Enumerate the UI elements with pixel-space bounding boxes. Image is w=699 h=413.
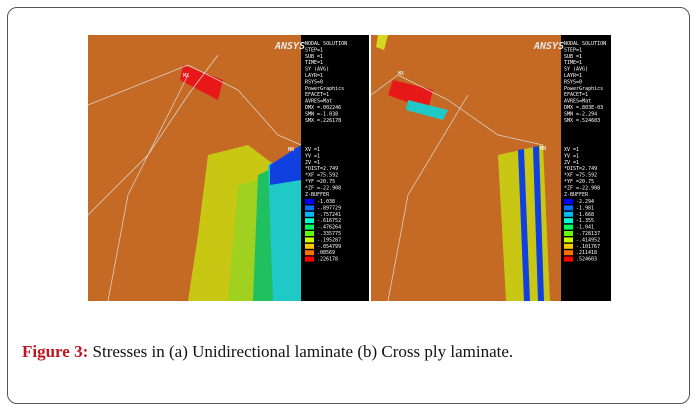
info-line: SY (AVG) <box>305 67 329 73</box>
legend-value: -.476264 <box>317 225 341 231</box>
info-line: SMN =-1.038 <box>305 111 338 117</box>
legend-swatch <box>564 237 573 242</box>
legend-swatch <box>564 212 573 217</box>
legend-value: -2.294 <box>576 199 594 205</box>
legend-value: .08569 <box>317 250 335 256</box>
legend-value: -.054799 <box>317 244 341 250</box>
legend-value: -.195287 <box>317 237 341 243</box>
legend-swatch <box>305 244 314 249</box>
legend-swatch <box>564 205 573 210</box>
legend-value: -.101767 <box>576 244 600 250</box>
view-line: *XF =75.592 <box>564 173 597 179</box>
legend-swatch <box>564 250 573 255</box>
legend-swatch <box>564 199 573 204</box>
legend-value: -.616752 <box>317 218 341 224</box>
max-label: MX <box>183 73 189 79</box>
info-line: EFACET=1 <box>564 92 588 98</box>
info-line: SUB =1 <box>305 54 323 60</box>
legend-swatch <box>305 257 314 262</box>
info-line: SY (AVG) <box>564 67 588 73</box>
caption-text: Stresses in (a) Unidirectional laminate … <box>93 342 514 361</box>
legend-value: -1.355 <box>576 218 594 224</box>
legend-swatch <box>305 218 314 223</box>
info-line: SUB =1 <box>564 54 582 60</box>
info-line: PowerGraphics <box>305 86 344 92</box>
info-line: AVRES=Mat <box>305 99 332 105</box>
info-line: SMX =.226178 <box>305 118 341 124</box>
ansys-logo: ANSYS <box>274 41 305 52</box>
min-label: MN <box>540 146 546 152</box>
info-line: LAYR=1 <box>305 73 323 79</box>
min-label: MN <box>288 147 294 153</box>
info-line: STEP=1 <box>305 47 323 53</box>
legend-swatch <box>564 257 573 262</box>
info-line: SMX =.524603 <box>564 118 600 124</box>
legend-swatch <box>305 225 314 230</box>
info-line: LAYR=1 <box>564 73 582 79</box>
legend-swatch <box>305 199 314 204</box>
view-line: Z-BUFFER <box>305 192 330 198</box>
legend-swatch <box>305 212 314 217</box>
ansys-logo: ANSYS <box>533 41 564 52</box>
legend-value: .211418 <box>576 250 597 256</box>
legend-value: -.335775 <box>317 231 341 237</box>
caption: Figure 3: Stresses in (a) Unidirectional… <box>22 338 678 365</box>
view-line: ZV =1 <box>305 160 320 166</box>
legend-swatch <box>564 218 573 223</box>
legend-value: .524603 <box>576 257 597 263</box>
legend-swatch <box>564 225 573 230</box>
legend-swatch <box>305 205 314 210</box>
view-line: XV =1 <box>305 147 320 153</box>
info-line: TIME=1 <box>305 60 323 66</box>
view-line: *ZF =-22.908 <box>305 185 341 191</box>
legend-value: -.414952 <box>576 237 600 243</box>
max-label: MX <box>398 71 404 77</box>
legend-value: -1.038 <box>317 199 335 205</box>
info-line: NODAL SOLUTION <box>564 41 606 47</box>
legend-value: -.897729 <box>317 205 341 211</box>
info-line: NODAL SOLUTION <box>305 41 347 47</box>
caption-label: Figure 3: <box>22 342 88 361</box>
info-line: RSYS=0 <box>564 79 582 85</box>
info-line: AVRES=Mat <box>564 99 591 105</box>
view-line: XV =1 <box>564 147 579 153</box>
legend-swatch <box>305 250 314 255</box>
info-line: PowerGraphics <box>564 86 603 92</box>
view-line: *DIST=2.749 <box>564 166 597 172</box>
info-line: RSYS=0 <box>305 79 323 85</box>
legend-value: -1.668 <box>576 212 594 218</box>
info-line: SMN =-2.294 <box>564 111 597 117</box>
legend-value: -.728137 <box>576 231 600 237</box>
view-line: YV =1 <box>564 153 579 159</box>
legend-value: -1.981 <box>576 205 594 211</box>
view-line: Z-BUFFER <box>564 192 589 198</box>
info-line: TIME=1 <box>564 60 582 66</box>
info-line: STEP=1 <box>564 47 582 53</box>
info-line: EFACET=1 <box>305 92 329 98</box>
legend-swatch <box>305 237 314 242</box>
view-line: *ZF =-22.908 <box>564 185 600 191</box>
legend-swatch <box>305 231 314 236</box>
view-line: *XF =75.592 <box>305 173 338 179</box>
view-line: *DIST=2.749 <box>305 166 338 172</box>
view-line: ZV =1 <box>564 160 579 166</box>
legend-value: .226178 <box>317 257 338 263</box>
legend-value: -1.041 <box>576 225 594 231</box>
info-line: DMX =.803E-03 <box>564 105 603 111</box>
legend-swatch <box>564 231 573 236</box>
legend-value: -.757241 <box>317 212 341 218</box>
view-line: YV =1 <box>305 153 320 159</box>
legend-swatch <box>564 244 573 249</box>
view-line: *YF =20.75 <box>305 179 335 185</box>
info-line: DMX =.002246 <box>305 105 341 111</box>
view-line: *YF =20.75 <box>564 179 594 185</box>
